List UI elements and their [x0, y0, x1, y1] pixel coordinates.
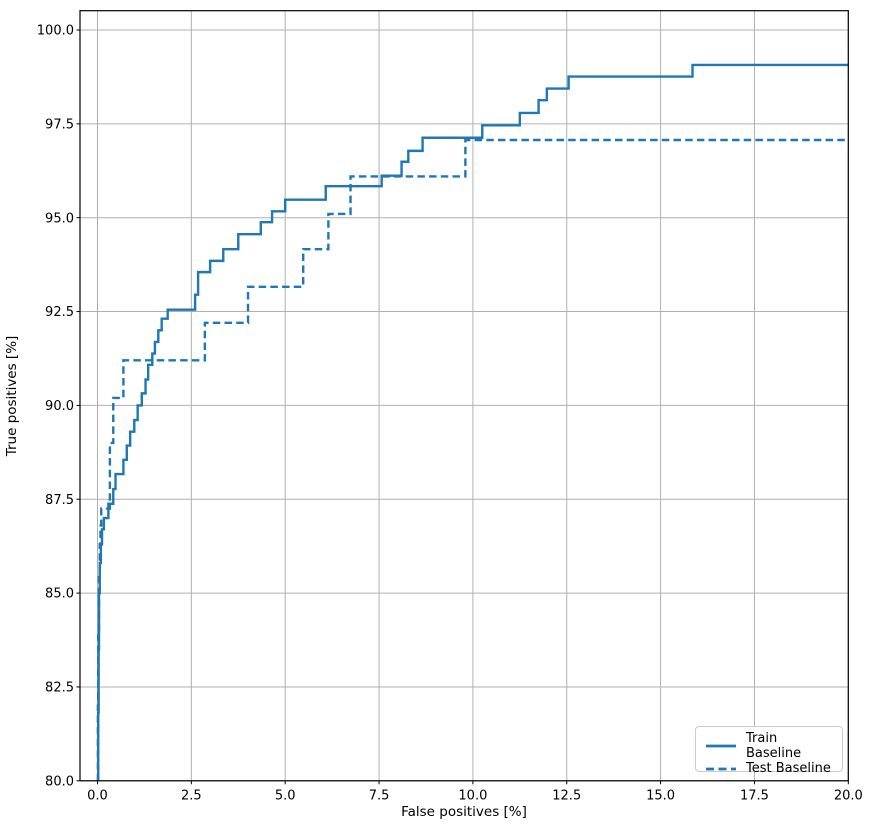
- y-tick-label: 82.5: [45, 681, 74, 696]
- plot-area: [96, 63, 849, 781]
- x-tick-label: 17.5: [740, 789, 769, 804]
- y-tick-label: 90.0: [45, 399, 74, 414]
- series-path-train: [97, 63, 849, 781]
- train-line-sample-icon: [706, 744, 736, 748]
- legend-entry-test: Test Baseline: [704, 761, 834, 776]
- legend-label-test: Test Baseline: [746, 761, 831, 776]
- plot-border: [79, 10, 849, 782]
- y-tick-label: 80.0: [45, 774, 74, 789]
- x-tick-label: 0.0: [87, 789, 108, 804]
- series-path-test: [96, 138, 849, 781]
- y-axis-label: True positives [%]: [4, 335, 20, 457]
- legend: Train Baseline Test Baseline: [695, 726, 843, 776]
- legend-label-train: Train Baseline: [746, 731, 802, 761]
- x-tick-label: 5.0: [275, 789, 296, 804]
- y-tick-label: 95.0: [45, 211, 74, 226]
- grid: [80, 10, 849, 782]
- y-tick-label: 97.5: [45, 117, 74, 132]
- y-tick-label: 85.0: [45, 587, 74, 602]
- x-tick-label: 10.0: [458, 789, 487, 804]
- tick-labels: 0.0 2.5 5.0 7.5 10.0 12.5 15.0 17.5 20.0 80.0 82.5…: [37, 24, 863, 804]
- x-tick-label: 12.5: [552, 789, 581, 804]
- x-tick-label: 20.0: [834, 789, 863, 804]
- y-tick-label: 92.5: [45, 305, 74, 320]
- x-tick-label: 2.5: [181, 789, 202, 804]
- y-tick-label: 100.0: [37, 24, 74, 39]
- ticks: [76, 29, 849, 785]
- x-axis-label: False positives [%]: [401, 804, 527, 820]
- x-tick-label: 7.5: [369, 789, 390, 804]
- test-line-sample-icon: [706, 767, 736, 770]
- x-tick-label: 15.0: [646, 789, 675, 804]
- legend-entry-train: Train Baseline: [704, 731, 834, 761]
- y-tick-label: 87.5: [45, 493, 74, 508]
